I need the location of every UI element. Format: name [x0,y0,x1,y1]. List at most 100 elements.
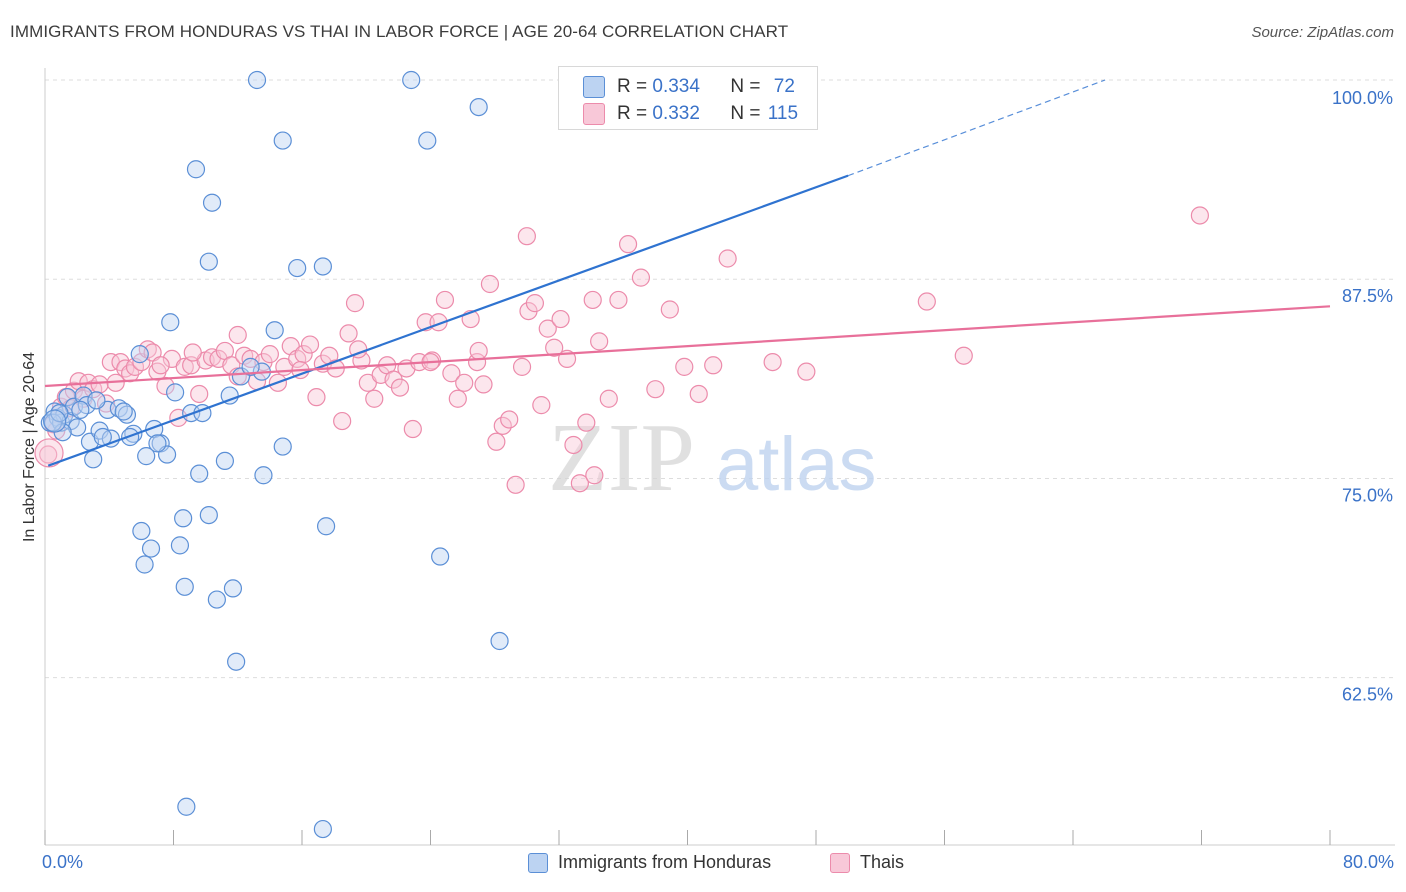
honduras-point [199,505,218,525]
legend-n-label: N = [730,76,766,97]
thais-point [34,438,64,468]
honduras-point [186,160,206,179]
thais-point [469,341,488,361]
honduras-point [273,131,292,150]
honduras-point [316,517,336,536]
thais-point [228,325,247,345]
y-axis-label: In Labor Force | Age 20-64 [21,351,38,543]
y-tick-label: 87.5% [1342,286,1393,306]
x-tick-max: 80.0% [1342,852,1394,872]
thais-point [403,419,422,439]
legend-n-value: 115 [767,103,799,124]
thais-point [763,352,782,372]
thais-point [954,346,973,365]
thais-point [333,411,352,431]
honduras-point [288,258,307,278]
honduras-point [166,383,185,402]
legend-label-honduras: Immigrants from Honduras [558,852,772,872]
thais-point [517,227,536,246]
honduras-point [254,466,273,485]
legend-swatch-honduras [528,852,548,873]
watermark-atlas: atlas [716,422,877,507]
honduras-point [265,321,284,340]
thais-point [512,357,532,376]
honduras-point [170,536,190,555]
honduras-point [117,405,137,424]
axes [44,68,1395,846]
y-tick-label: 100.0% [1332,88,1393,108]
honduras-point [223,579,243,598]
series-legend: Immigrants from Honduras Thais [0,852,1406,878]
honduras-point [114,402,133,421]
thais-point [183,343,202,362]
honduras-point [177,797,196,816]
thais-point [480,274,500,294]
thais-point [487,432,506,451]
honduras-point [43,413,63,432]
honduras-point [490,631,509,651]
thais-point [704,356,723,375]
honduras-point [135,555,154,574]
chart-title: IMMIGRANTS FROM HONDURAS VS THAI IN LABO… [10,22,789,41]
thais-point [500,410,519,429]
thais-point [599,389,618,408]
thais-point [689,384,708,404]
thais-point [190,384,209,404]
thais-point [39,445,58,464]
thais-point [583,290,602,310]
thais-point [551,309,570,329]
honduras-point [174,509,193,528]
legend-r-label: R = [617,103,653,124]
honduras-point [273,437,292,456]
honduras-point [207,590,226,609]
legend-item-thais[interactable]: Thais [830,852,904,873]
legend-n-label: N = [730,103,766,124]
thais-point [660,300,679,319]
thais-point [577,413,596,432]
legend-n-value: 72 [773,76,795,97]
thais-point [570,474,589,493]
honduras-point [247,70,267,90]
watermark: ZIP atlas [548,404,877,512]
thais-point [448,389,467,408]
legend-r-value: 0.332 [652,103,700,124]
watermark-zip: ZIP [548,404,695,512]
legend-swatch-thais [830,852,850,873]
legend-row-honduras: R = 0.334 N = 72 [583,74,795,100]
thais-point [646,380,665,399]
honduras-point [71,400,90,420]
honduras-points [40,70,710,839]
thais-point [435,290,455,310]
honduras-point [50,403,69,423]
thais-point [339,324,358,343]
honduras-point [469,97,488,117]
thais-point [585,466,604,485]
legend-r-label: R = [617,76,653,97]
honduras-point [132,521,151,541]
thais-point [151,356,170,375]
thais-point [590,332,609,351]
legend-r-value: 0.334 [652,76,700,97]
y-tick-label: 62.5% [1342,685,1393,705]
honduras-point [199,252,218,271]
thais-point [442,364,461,383]
thais-point [1190,206,1209,225]
honduras-point [431,547,450,566]
honduras-point [137,447,156,466]
honduras-trend-line [47,174,849,467]
honduras-point [231,367,251,386]
honduras-point [87,391,106,410]
thais-point [307,388,326,407]
honduras-point [190,464,209,483]
legend-item-honduras[interactable]: Immigrants from Honduras [528,852,771,873]
thais-point [365,389,384,408]
y-axis-label-wrap: In Labor Force | Age 20-64 [18,320,42,580]
source-label: Source: ZipAtlas.com [1251,24,1394,41]
honduras-point [84,450,103,469]
trend-lines [44,79,1331,467]
thais-point [300,335,320,354]
thais-point [545,338,564,357]
thais-point [506,475,525,494]
thais-point [631,268,651,287]
